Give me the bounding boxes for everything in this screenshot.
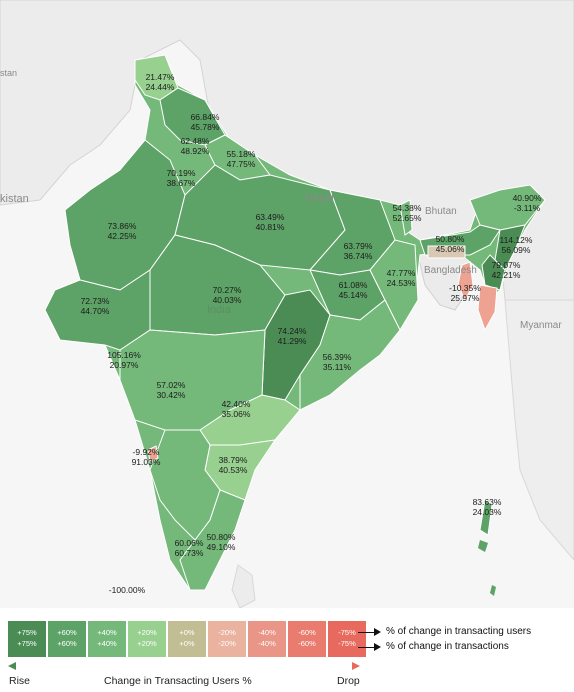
- region-label: 55.18% 47.75%: [226, 149, 256, 169]
- place-pakistan: kistan: [0, 193, 29, 205]
- region-label: 79.07% 42.21%: [491, 260, 521, 280]
- region-r15: [457, 261, 474, 302]
- legend-axis-arrow: [8, 662, 360, 670]
- region-label: 73.86% 42.25%: [107, 221, 137, 241]
- neighbor-land-east: [504, 299, 574, 561]
- axis-left-arrow-icon: [8, 662, 16, 670]
- region-label: 74.24% 41.29%: [277, 326, 307, 346]
- region-label: 61.08% 45.14%: [338, 280, 368, 300]
- region-label: 70.27% 40.03%: [212, 285, 242, 305]
- region-label: 63.49% 40.81%: [255, 212, 285, 232]
- island-small-2: [490, 585, 496, 596]
- legend-arrow-bottom-icon: [374, 643, 381, 651]
- place-bangladesh: Bangladesh: [424, 265, 477, 276]
- legend-swatch-minus75: -75% -75%: [328, 621, 366, 657]
- legend-swatch-zero: +0% +0%: [168, 621, 206, 657]
- legend-swatch-minus20: -20% -20%: [208, 621, 246, 657]
- region-label: 60.06% 60.73%: [174, 538, 204, 558]
- island-small: [478, 540, 488, 552]
- region-label: 38.79% 40.53%: [218, 455, 248, 475]
- legend-swatch-minus40: -40% -40%: [248, 621, 286, 657]
- region-label: 56.39% 35.11%: [322, 352, 352, 372]
- legend-arrow-top-icon: [374, 628, 381, 636]
- legend-axis-title: Change in Transacting Users %: [104, 675, 252, 687]
- region-label: 105.16% 20.97%: [107, 350, 141, 370]
- place-india: India: [207, 304, 231, 316]
- region-label: 114.12% 56.09%: [499, 235, 533, 255]
- place-myanmar: Myanmar: [520, 320, 562, 331]
- region-label: 63.79% 36.74%: [343, 241, 373, 261]
- region-label: 83.63% 24.03%: [472, 497, 502, 517]
- region-label: 50.80% 49.10%: [206, 532, 236, 552]
- region-label: 62.48% 48.92%: [180, 136, 210, 156]
- legend-axis-drop: Drop: [337, 675, 360, 687]
- sri-lanka-land: [231, 564, 256, 608]
- legend-swatch-minus60: -60% -60%: [288, 621, 326, 657]
- india-map: [0, 0, 574, 608]
- map-panel: stan kistan Nepal Bhutan Bangladesh Myan…: [0, 0, 574, 608]
- region-label: 70.19% 38.67%: [166, 168, 196, 188]
- region-r10b: [427, 245, 466, 259]
- legend-pointer-top: [358, 632, 376, 633]
- region-label: 50.80% 45.06%: [435, 234, 465, 254]
- legend-pointer-bottom: [358, 647, 376, 648]
- place-bhutan: Bhutan: [425, 206, 457, 217]
- region-label: 21.47% 24.44%: [145, 72, 175, 92]
- place-pakistan-top: stan: [0, 68, 18, 78]
- region-label: -100.00%: [108, 585, 146, 595]
- region-label: 57.02% 30.42%: [156, 380, 186, 400]
- region-r11: [494, 224, 526, 271]
- region-label: 54.38% 52.65%: [392, 203, 422, 223]
- region-r28: [179, 489, 246, 591]
- axis-right-arrow-icon: [352, 662, 360, 670]
- region-label: 40.90% -3.11%: [512, 193, 542, 213]
- legend-swatch-plus40: +40% +40%: [88, 621, 126, 657]
- region-r24: [147, 445, 159, 463]
- region-r15b: [477, 284, 498, 332]
- legend-axis-rise: Rise: [9, 675, 31, 687]
- region-label: -9.92% 91.03%: [131, 447, 161, 467]
- region-label: 47.77% 24.53%: [386, 268, 416, 288]
- region-r21: [299, 299, 401, 411]
- region-label: 72.73% 44.70%: [80, 296, 110, 316]
- legend-swatch-plus20: +20% +20%: [128, 621, 166, 657]
- region-label: 42.40% 35.06%: [221, 399, 251, 419]
- region-r8: [399, 199, 413, 236]
- legend-swatch-plus60: +60% +60%: [48, 621, 86, 657]
- legend-label-transactions: % of change in transactions: [386, 641, 509, 652]
- region-label: 66.84% 45.78%: [190, 112, 220, 132]
- legend-swatch-plus75: +75% +75%: [8, 621, 46, 657]
- region-r26: [479, 499, 493, 536]
- legend-label-users: % of change in transacting users: [386, 626, 532, 637]
- region-label: -10.35% 25.97%: [449, 283, 481, 303]
- place-nepal: Nepal: [305, 192, 334, 204]
